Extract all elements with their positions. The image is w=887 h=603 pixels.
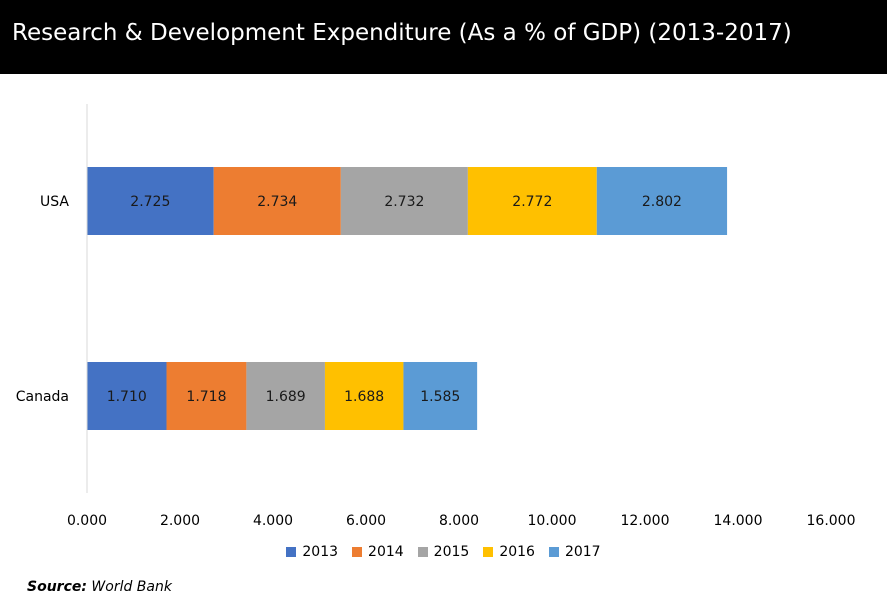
bars-layer xyxy=(87,167,728,430)
bar-segment-usa-2014 xyxy=(213,167,341,235)
x-tick-label: 10.000 xyxy=(528,513,577,529)
legend-item-2014: 2014 xyxy=(352,544,404,560)
bar-labels-layer: 2.725 2.734 2.732 2.772 2.802 1.710 1.718 1.689… xyxy=(107,194,682,405)
category-label-usa: USA xyxy=(40,194,69,210)
source-label: Source: xyxy=(27,579,87,595)
data-label-usa-2017: 2.802 xyxy=(642,194,682,210)
legend-swatch-2015 xyxy=(417,547,428,557)
legend-swatch-2017 xyxy=(548,547,559,557)
category-label-canada: Canada xyxy=(16,389,69,405)
x-tick-label: 12.000 xyxy=(621,513,670,529)
xtick-labels-layer: 0.000 2.000 4.000 6.000 8.000 10.000 12.000 14.… xyxy=(67,513,856,529)
data-label-usa-2015: 2.732 xyxy=(384,194,424,210)
legend-item-2016: 2016 xyxy=(483,544,535,560)
data-label-usa-2016: 2.772 xyxy=(512,194,552,210)
data-label-canada-2017: 1.585 xyxy=(420,389,460,405)
x-tick-label: 8.000 xyxy=(439,513,479,529)
data-label-canada-2013: 1.710 xyxy=(107,389,147,405)
legend-item-2017: 2017 xyxy=(548,544,601,560)
x-tick-label: 16.000 xyxy=(807,513,856,529)
legend-swatch-2016 xyxy=(483,547,494,557)
bar-segment-canada-2017 xyxy=(403,362,478,430)
title-banner: Research & Development Expenditure (As a… xyxy=(0,0,887,74)
legend-item-2015: 2015 xyxy=(417,544,470,560)
source-text: World Bank xyxy=(86,579,172,595)
bar-segment-canada-2013 xyxy=(87,362,167,430)
x-tick-label: 6.000 xyxy=(346,513,386,529)
data-label-canada-2014: 1.718 xyxy=(186,389,226,405)
data-label-canada-2016: 1.688 xyxy=(344,389,384,405)
bar-segment-usa-2016 xyxy=(467,167,597,235)
bar-segment-canada-2015 xyxy=(246,362,325,430)
x-tick-label: 2.000 xyxy=(160,513,200,529)
category-labels-layer: USA Canada xyxy=(16,194,70,405)
data-label-usa-2013: 2.725 xyxy=(130,194,170,210)
x-tick-label: 14.000 xyxy=(714,513,763,529)
legend-swatch-2014 xyxy=(352,547,363,557)
data-label-usa-2014: 2.734 xyxy=(257,194,297,210)
bar-segment-usa-2013 xyxy=(87,167,214,235)
source-note: Source: World Bank xyxy=(27,579,172,595)
bar-segment-usa-2017 xyxy=(596,167,728,235)
legend-swatch-2013 xyxy=(286,547,297,557)
x-tick-label: 0.000 xyxy=(67,513,107,529)
chart-title: Research & Development Expenditure (As a… xyxy=(12,20,792,46)
bar-segment-canada-2014 xyxy=(166,362,247,430)
legend-label-2015: 2015 xyxy=(433,544,470,560)
legend-item-2013: 2013 xyxy=(286,544,338,560)
bar-segment-canada-2016 xyxy=(324,362,404,430)
legend-label-2016: 2016 xyxy=(499,544,535,560)
legend-label-2013: 2013 xyxy=(302,544,339,560)
legend-label-2017: 2017 xyxy=(564,544,601,560)
bar-segment-usa-2015 xyxy=(340,167,468,235)
legend-label-2014: 2014 xyxy=(368,544,404,560)
x-tick-label: 4.000 xyxy=(253,513,293,529)
data-label-canada-2015: 1.689 xyxy=(266,389,306,405)
chart-legend: 2013 2014 2015 2016 2017 xyxy=(0,540,887,564)
